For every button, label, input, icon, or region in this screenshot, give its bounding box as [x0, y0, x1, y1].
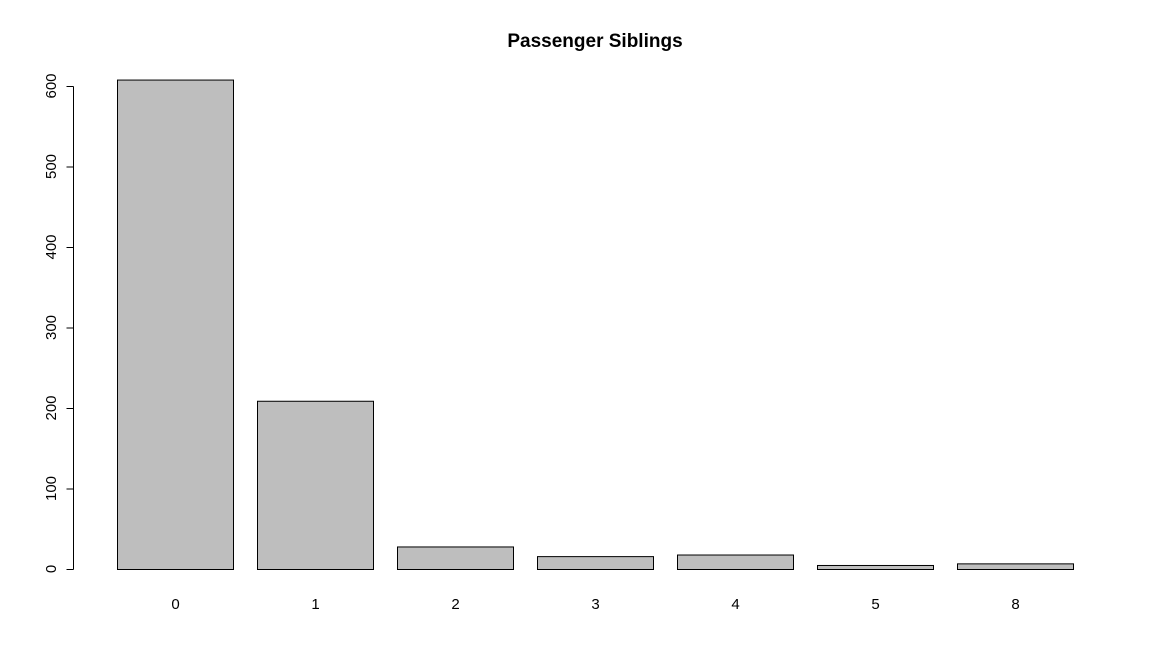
y-tick-label-600: 600 [43, 73, 60, 98]
x-tick-label-8: 8 [1011, 596, 1019, 613]
bar-8 [957, 563, 1074, 570]
bar-1 [257, 400, 374, 570]
y-tick-label-0: 0 [43, 565, 60, 573]
y-tick-label-200: 200 [43, 395, 60, 420]
bars-layer [117, 79, 1074, 571]
chart-title: Passenger Siblings [507, 31, 682, 52]
x-tick-label-4: 4 [731, 596, 739, 613]
bar-2 [397, 546, 514, 571]
x-tick-label-2: 2 [451, 596, 459, 613]
y-tick-label-500: 500 [43, 154, 60, 179]
y-axis: 0 100 200 300 400 500 600 [43, 73, 74, 573]
x-tick-label-0: 0 [171, 596, 179, 613]
bar-0 [117, 79, 234, 570]
bar-4 [677, 554, 794, 571]
x-tick-label-5: 5 [871, 596, 879, 613]
y-tick-label-100: 100 [43, 476, 60, 501]
x-axis-labels: 0 1 2 3 4 5 8 [171, 596, 1019, 613]
x-tick-label-3: 3 [591, 596, 599, 613]
bar-3 [537, 556, 654, 570]
y-tick-label-400: 400 [43, 234, 60, 259]
y-tick-label-300: 300 [43, 315, 60, 340]
bar-5 [817, 564, 934, 570]
x-tick-label-1: 1 [311, 596, 319, 613]
